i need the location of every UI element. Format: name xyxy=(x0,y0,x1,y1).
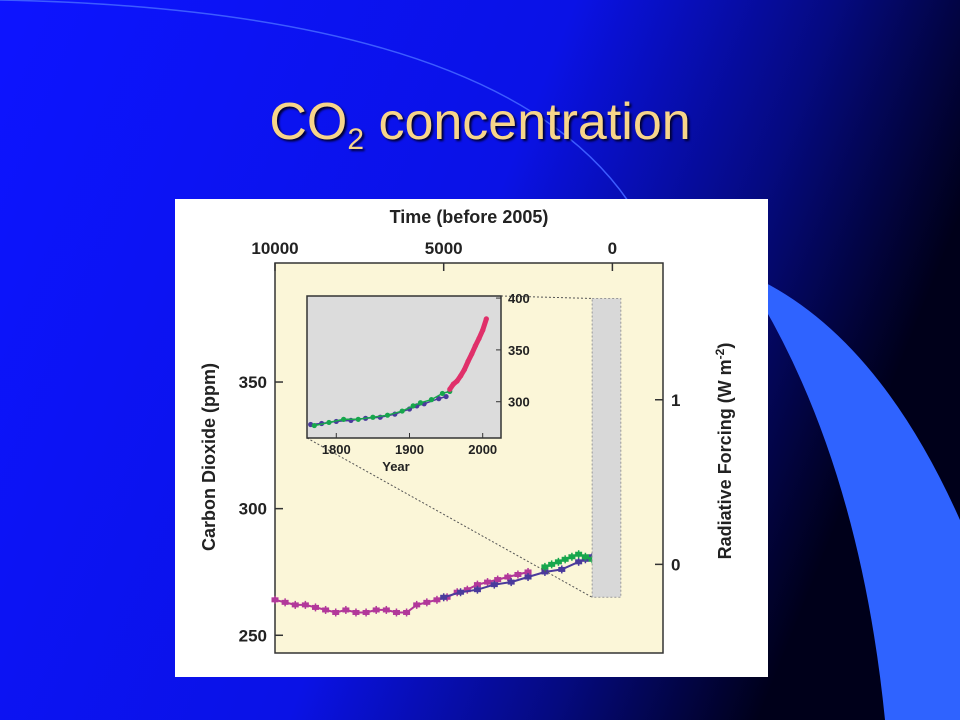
main-data-point xyxy=(362,609,370,615)
main-data-point xyxy=(568,554,576,560)
inset-x-tick-label: 1900 xyxy=(395,442,424,457)
top-tick-label: 10000 xyxy=(251,239,298,258)
inset-data-point xyxy=(326,419,332,426)
main-data-point xyxy=(561,556,569,562)
top-tick-label: 5000 xyxy=(425,239,463,258)
main-data-point xyxy=(332,609,340,615)
main-data-point xyxy=(524,569,532,575)
inset-x-tick-label: 1800 xyxy=(322,442,351,457)
inset-plot-area xyxy=(306,295,502,439)
main-data-point xyxy=(463,587,471,593)
title-subscript: 2 xyxy=(347,123,365,156)
inset-data-point xyxy=(384,412,391,418)
main-data-point xyxy=(271,597,279,603)
main-data-point xyxy=(372,607,380,613)
inset-data-point xyxy=(458,373,464,379)
main-data-point xyxy=(494,577,502,583)
inset-data-point xyxy=(450,381,457,387)
main-data-point xyxy=(541,569,549,575)
inset-data-point xyxy=(469,351,475,357)
inset-data-point xyxy=(476,335,482,342)
co2-figure: 10000 5000 0 250 300 350 0 1 Time (before 2005)… xyxy=(175,199,768,677)
main-data-point xyxy=(504,574,512,580)
main-data-point xyxy=(352,609,360,615)
inset-data-point xyxy=(417,400,424,406)
main-data-point xyxy=(575,559,583,565)
inset-data-point xyxy=(410,403,416,409)
inset-data-point xyxy=(439,390,446,397)
main-data-point xyxy=(413,602,421,608)
inset-data-point xyxy=(436,396,442,402)
inset-data-point xyxy=(370,414,376,420)
y-tick-label: 350 xyxy=(239,373,267,392)
decor-arc xyxy=(0,0,641,221)
main-data-point xyxy=(423,599,431,605)
main-data-point xyxy=(342,607,350,613)
inset-data-point xyxy=(461,366,467,373)
right-axis-label: Radiative Forcing (W m-2) xyxy=(713,343,735,560)
main-data-point xyxy=(382,607,390,613)
zoom-connector-bottom xyxy=(306,437,593,598)
title-rest: concentration xyxy=(364,93,691,151)
inset-data-point xyxy=(341,416,347,422)
slide-title: CO2 concentration xyxy=(0,92,960,157)
main-data-point xyxy=(392,609,400,615)
main-data-point xyxy=(457,589,465,595)
y-tick-label: 300 xyxy=(239,500,267,519)
main-data-point xyxy=(440,594,448,600)
right-axis-label-end: ) xyxy=(715,343,735,349)
decor-swoosh xyxy=(760,280,960,720)
main-data-point xyxy=(433,597,441,603)
main-data-point xyxy=(514,571,522,577)
main-data-point xyxy=(473,582,481,588)
inset-data-point xyxy=(311,422,317,429)
zoom-connector-top xyxy=(500,295,593,299)
main-data-point xyxy=(403,609,411,615)
right-tick-label: 0 xyxy=(671,555,680,574)
main-data-point xyxy=(575,551,583,557)
inset-data-point xyxy=(399,408,405,414)
main-data-point xyxy=(322,607,330,613)
top-tick-label: 0 xyxy=(608,239,617,258)
main-data-point xyxy=(554,559,562,565)
title-main: CO xyxy=(269,93,348,151)
main-data-point xyxy=(558,566,566,572)
main-data-point xyxy=(548,561,556,567)
main-data-point xyxy=(581,554,589,560)
inset-data-point xyxy=(443,393,449,400)
main-data-point xyxy=(291,602,299,608)
main-data-point xyxy=(541,564,549,570)
right-axis-label-main: Radiative Forcing (W m xyxy=(715,359,735,559)
co2-chart: 10000 5000 0 250 300 350 0 1 Time (before 2005)… xyxy=(199,207,735,654)
right-tick-label: 1 xyxy=(671,391,680,410)
y-axis-label: Carbon Dioxide (ppm) xyxy=(199,363,219,551)
main-data-point xyxy=(507,579,515,585)
inset-y-tick-label: 300 xyxy=(508,395,530,410)
y-tick-label: 250 xyxy=(239,626,267,645)
zoom-window xyxy=(591,297,622,598)
inset-data-point xyxy=(355,416,361,422)
main-data-point xyxy=(490,582,498,588)
main-data-point xyxy=(301,602,309,608)
main-data-point xyxy=(281,599,289,605)
inset-data-point xyxy=(480,327,486,333)
inset-data-point xyxy=(428,397,435,403)
inset-data-point xyxy=(454,378,460,384)
inset-x-tick-label: 2000 xyxy=(468,442,497,457)
inset-data-point xyxy=(465,358,471,364)
main-data-point xyxy=(524,574,532,580)
inset-data-point xyxy=(472,343,478,349)
inset-y-tick-label: 350 xyxy=(508,343,530,358)
inset-y-tick-label: 400 xyxy=(508,291,530,306)
inset-data-point xyxy=(483,316,489,322)
main-data-point xyxy=(484,579,492,585)
right-axis-label-sup: -2 xyxy=(713,348,727,359)
inset-x-axis-label: Year xyxy=(382,459,409,474)
inset-data-point xyxy=(447,386,453,392)
main-data-point xyxy=(473,587,481,593)
top-axis-label: Time (before 2005) xyxy=(390,207,549,227)
main-data-point xyxy=(311,604,319,610)
